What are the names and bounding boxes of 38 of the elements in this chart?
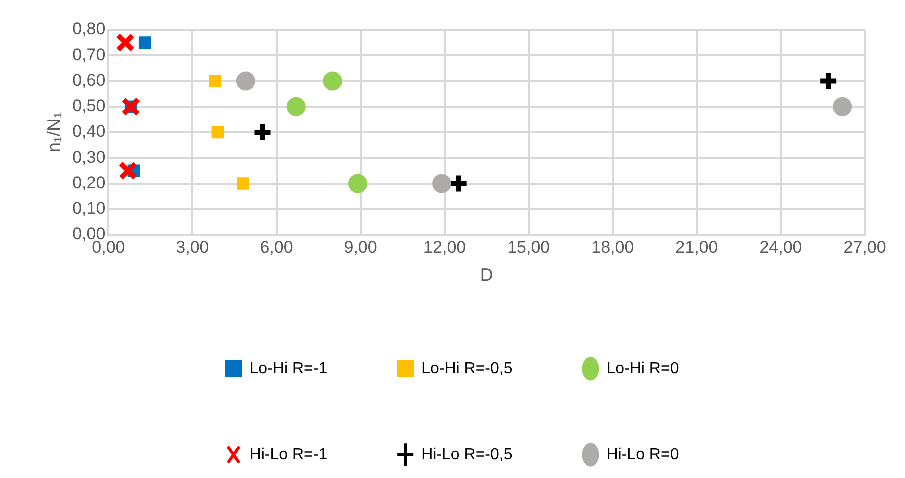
point [118,161,138,181]
y-tick-label: 0,80 [72,20,106,39]
point [208,75,222,88]
y-tick-label: 0,60 [72,70,106,90]
x-axis-title: D [480,265,494,286]
point [323,72,342,91]
point [348,174,368,194]
y-tick-label: 0,40 [72,122,106,142]
y-tick-label: 0,50 [72,96,106,116]
x-tick-label: 6,00 [260,238,294,257]
x-tick-label: 27,00 [844,238,886,257]
legend-label: Hi-Lo R=-0,5 [422,446,513,464]
point [286,97,306,116]
x-tick-label: 24,00 [760,238,802,257]
x-tick-label: 18,00 [592,238,634,257]
point [236,178,250,190]
x-tick-label: 9,00 [344,238,378,257]
y-tick-label: 0,20 [72,173,106,192]
x-tick-label: 21,00 [676,238,718,257]
legend-label: Lo-Hi R=-0,5 [422,360,513,378]
y-tick-label: 0,10 [72,199,106,218]
y-tick-label: 0,30 [72,148,106,167]
x-tick-label: 15,00 [508,238,550,257]
point [212,126,224,139]
point [432,174,452,194]
y-tick-label: 0,70 [72,45,106,64]
legend-label: Lo-Hi R=0 [606,360,680,378]
point [138,36,152,49]
point [122,97,141,116]
y-axis-title: n₁/N₁ [44,112,64,153]
point [116,33,136,52]
point [236,72,256,91]
x-tick-label: 12,00 [424,238,466,257]
legend-label: Lo-Hi R=-1 [250,360,328,378]
point [833,97,852,116]
legend-label: Hi-Lo R=0 [606,446,680,464]
x-tick-label: 3,00 [176,238,210,257]
legend-label: Hi-Lo R=-1 [250,446,328,464]
